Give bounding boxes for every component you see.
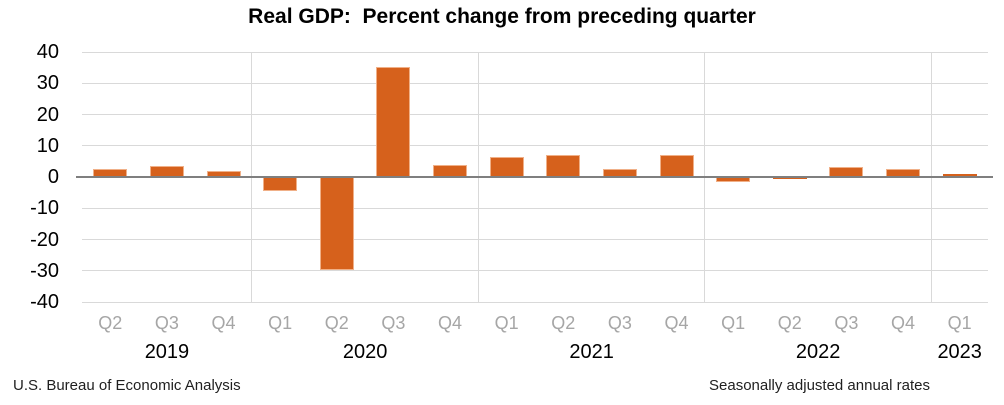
quarter-label: Q1 (721, 313, 746, 333)
year-label: 2020 (342, 341, 388, 363)
year-label: 2021 (569, 341, 614, 363)
gridline (82, 145, 988, 147)
quarter-label: Q3 (834, 313, 859, 333)
y-tick-label: 0 (47, 166, 59, 188)
quarter-label: Q4 (438, 313, 463, 333)
y-tick-label: -10 (30, 197, 59, 220)
y-tick-label: 10 (36, 134, 59, 157)
quarter-label: Q4 (891, 313, 916, 333)
quarter-label: Q3 (154, 313, 179, 333)
y-tick-label: 30 (36, 72, 59, 95)
gridline (82, 239, 988, 240)
note-text: Seasonally adjusted annual rates (709, 377, 930, 394)
gridline (82, 301, 988, 303)
gridline (82, 51, 988, 53)
year-label: 2019 (144, 341, 190, 363)
bar (376, 66, 411, 177)
y-tick-label: -40 (30, 291, 59, 313)
bar (942, 173, 977, 177)
chart-title: Real GDP: Percent change from preceding … (248, 5, 756, 28)
quarter-label: Q1 (494, 313, 519, 333)
quarter-label: Q3 (607, 313, 632, 333)
quarter-label: Q2 (98, 313, 123, 333)
quarter-label: Q2 (324, 313, 349, 333)
bar (659, 155, 694, 177)
quarter-label: Q2 (551, 313, 576, 333)
gridline (82, 207, 988, 209)
gridline (82, 270, 988, 272)
source-text: U.S. Bureau of Economic Analysis (13, 377, 241, 394)
y-tick-label: 20 (36, 103, 59, 126)
gridline (82, 82, 988, 84)
zero-axis-line (76, 176, 993, 178)
bar (489, 157, 524, 177)
quarter-label: Q2 (777, 313, 802, 333)
bar (319, 177, 354, 271)
quarter-label: Q4 (211, 313, 236, 333)
gridline (82, 114, 988, 115)
y-tick-label: -20 (30, 228, 59, 251)
y-tick-label: -30 (30, 259, 59, 282)
bar (546, 155, 581, 177)
quarter-label: Q1 (268, 313, 293, 333)
quarter-label: Q1 (947, 313, 972, 333)
year-label: 2022 (795, 341, 841, 363)
quarter-label: Q3 (381, 313, 406, 333)
y-tick-label: 40 (36, 41, 59, 63)
year-label: 2023 (937, 341, 982, 363)
bar (263, 177, 298, 192)
quarter-label: Q4 (664, 313, 689, 333)
